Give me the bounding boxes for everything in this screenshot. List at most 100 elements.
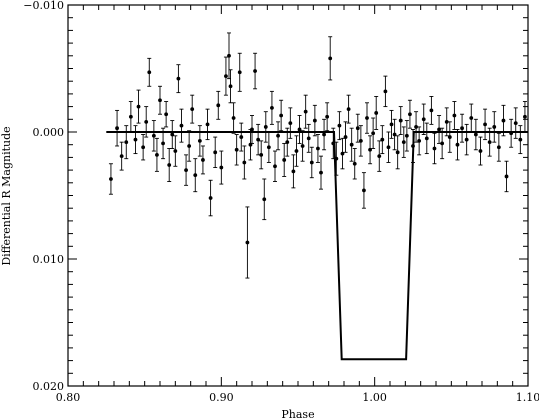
data-point [316, 146, 320, 151]
error-bars [108, 32, 527, 279]
data-point [383, 89, 388, 94]
data-point [270, 105, 274, 110]
data-point [349, 142, 354, 147]
data-point [374, 111, 379, 115]
data-point [464, 137, 469, 142]
data-point [424, 136, 429, 141]
data-point [340, 151, 345, 156]
data-point [184, 168, 188, 173]
data-point [328, 56, 333, 61]
data-point [404, 133, 409, 138]
data-point [151, 133, 156, 138]
data-point [473, 132, 478, 137]
data-point [213, 150, 218, 155]
data-point [190, 107, 195, 112]
data-point [447, 135, 452, 139]
data-point [325, 114, 330, 119]
data-point [242, 160, 247, 165]
data-point [219, 165, 224, 170]
data-point [133, 137, 138, 142]
y-tick-label: −0.010 [23, 0, 64, 12]
data-point [389, 122, 394, 127]
data-point [128, 114, 133, 119]
data-point [208, 196, 213, 200]
data-point [124, 140, 129, 145]
data-point [228, 84, 233, 89]
data-point [176, 76, 181, 81]
data-point [303, 109, 308, 114]
data-point [136, 104, 141, 109]
data-point [440, 141, 445, 146]
data-point [401, 140, 406, 145]
x-tick-label: 1.00 [362, 391, 387, 404]
data-point [312, 118, 317, 123]
data-point [386, 145, 391, 150]
data-point [368, 147, 372, 152]
data-point [513, 121, 518, 126]
data-point [380, 137, 385, 142]
data-point [322, 132, 326, 137]
y-tick-label: 0.000 [33, 126, 65, 139]
data-point [297, 127, 302, 132]
data-point [496, 145, 501, 150]
data-point [187, 144, 192, 148]
data-point [417, 138, 422, 143]
x-axis-title: Phase [281, 408, 314, 419]
data-point [523, 114, 527, 119]
data-point [487, 140, 492, 145]
data-point [306, 136, 311, 141]
data-point [432, 146, 437, 151]
data-point [109, 177, 113, 181]
data-point [377, 154, 382, 159]
data-point [504, 174, 509, 179]
data-point [429, 108, 434, 113]
data-point [167, 163, 172, 167]
data-points [109, 53, 527, 245]
data-point [421, 117, 426, 122]
data-point [455, 142, 460, 147]
axis-tick-labels: 0.80 0.90 1.00 1.10 −0.010 0.000 0.010 0.020 [23, 0, 539, 404]
data-point [288, 121, 293, 126]
data-point [414, 125, 418, 129]
data-point [319, 170, 323, 175]
data-point [392, 132, 397, 137]
data-point [161, 141, 165, 146]
data-point [164, 112, 169, 117]
data-point [147, 70, 152, 75]
data-point [279, 113, 284, 118]
data-point [398, 118, 403, 123]
data-point [365, 116, 369, 120]
data-point [155, 152, 159, 157]
data-point [444, 119, 449, 124]
y-tick-label: 0.020 [33, 380, 65, 393]
data-point [263, 125, 268, 129]
y-tick-label: 0.010 [33, 253, 65, 266]
data-point [170, 132, 175, 137]
data-point [248, 142, 253, 147]
data-point [460, 126, 464, 131]
data-point [262, 197, 267, 202]
data-point [216, 103, 221, 108]
data-point [250, 127, 254, 132]
data-point [452, 113, 457, 118]
data-point [231, 116, 236, 120]
data-point [282, 158, 287, 162]
data-point [294, 149, 299, 153]
data-point [144, 119, 149, 124]
data-point [346, 107, 351, 112]
data-point [352, 161, 357, 166]
data-point [408, 112, 412, 117]
data-point [501, 118, 506, 123]
data-point [259, 152, 264, 157]
data-point [115, 126, 119, 131]
data-point [285, 140, 290, 145]
data-point [197, 138, 202, 143]
data-point [205, 122, 210, 127]
data-point [179, 123, 184, 128]
data-point [478, 149, 483, 153]
data-point [492, 125, 497, 129]
data-point [158, 98, 162, 103]
data-point [483, 122, 487, 127]
data-point [309, 160, 314, 165]
